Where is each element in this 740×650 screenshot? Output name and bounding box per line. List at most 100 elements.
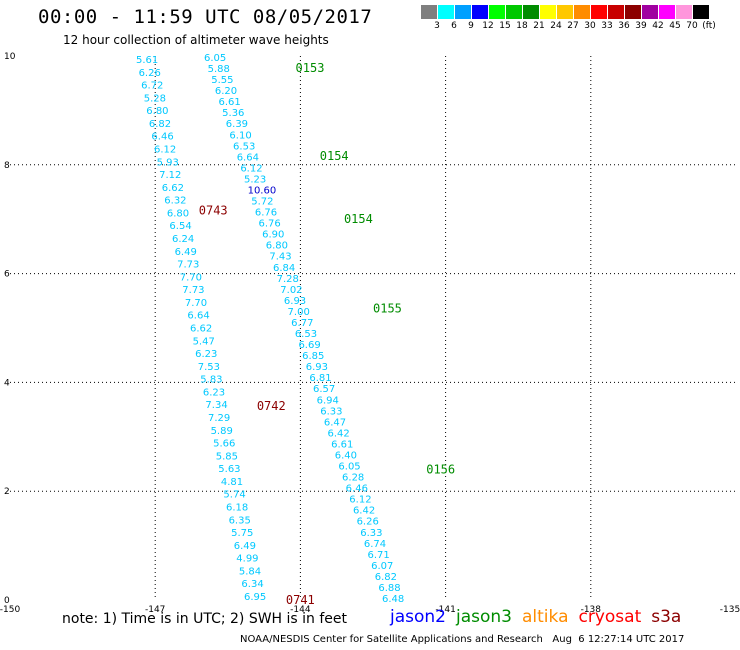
- wave-height-point: 6.61: [331, 439, 353, 450]
- legend-entry-jason2: jason2: [390, 607, 446, 627]
- wave-height-point: 6.93: [284, 296, 306, 307]
- wave-height-point: 5.89: [211, 426, 233, 437]
- y-tick-label: 2: [4, 487, 10, 497]
- time-label: 0742: [257, 399, 286, 413]
- y-tick-label: 6: [4, 270, 10, 280]
- x-tick-label: -150: [0, 605, 20, 615]
- color-scale-label: (ft): [702, 21, 716, 31]
- color-scale-label: 39: [635, 21, 647, 31]
- wave-height-point: 6.81: [309, 373, 331, 384]
- color-scale-label: 33: [601, 21, 613, 31]
- wave-height-point: 6.64: [187, 311, 209, 322]
- color-scale-label: 70: [686, 21, 698, 31]
- wave-height-point: 5.61: [136, 55, 158, 66]
- wave-height-point: 6.20: [215, 86, 237, 97]
- wave-height-point: 6.54: [169, 221, 191, 232]
- legend-entry-altika: altika: [522, 607, 569, 627]
- footnote: note: 1) Time is in UTC; 2) SWH is in fe…: [62, 611, 348, 627]
- wave-height-point: 6.07: [371, 561, 393, 572]
- wave-height-point: 6.24: [172, 234, 194, 245]
- chart-subtitle: 12 hour collection of altimeter wave hei…: [63, 33, 329, 47]
- color-scale-label: 21: [533, 21, 545, 31]
- x-tick-label: -147: [145, 605, 165, 615]
- time-label: 0155: [373, 301, 402, 315]
- x-tick-label: -144: [290, 605, 311, 615]
- wave-height-point: 6.35: [229, 515, 251, 526]
- wave-height-point: 5.75: [231, 528, 253, 539]
- color-scale-label: 27: [567, 21, 579, 31]
- wave-height-point: 5.55: [211, 75, 233, 86]
- color-scale-label: 12: [482, 21, 494, 31]
- wave-height-point: 7.02: [280, 285, 302, 296]
- wave-height-point: 7.28: [277, 274, 299, 285]
- color-scale-label: 30: [584, 21, 596, 31]
- color-swatch: [455, 5, 472, 19]
- wave-height-point: 5.23: [244, 174, 266, 185]
- color-swatch: [489, 5, 506, 19]
- wave-height-point: 5.85: [216, 451, 238, 462]
- wave-height-point: 6.48: [382, 594, 404, 605]
- color-scale-label: 42: [652, 21, 664, 31]
- legend-entry-cryosat: cryosat: [578, 607, 642, 627]
- wave-height-point: 10.60: [248, 185, 277, 196]
- wave-height-point: 5.84: [239, 566, 261, 577]
- wave-height-point: 6.10: [229, 130, 251, 141]
- wave-height-point: 6.71: [367, 550, 389, 561]
- wave-height-point: 5.63: [218, 464, 240, 475]
- wave-height-point: 7.53: [198, 362, 220, 373]
- color-scale-label: 3: [434, 21, 440, 31]
- color-swatch: [659, 5, 676, 19]
- wave-height-point: 6.76: [255, 208, 277, 219]
- legend-entry-jason3: jason3: [456, 607, 512, 627]
- time-label: 0743: [199, 203, 228, 217]
- color-swatch: [642, 5, 659, 19]
- satellite-legend: jason2 jason3 altika cryosat s3a: [390, 607, 691, 627]
- wave-height-point: 6.69: [298, 340, 320, 351]
- wave-height-point: 6.84: [273, 263, 295, 274]
- color-scale-label: 18: [516, 21, 528, 31]
- wave-height-point: 6.94: [317, 395, 339, 406]
- wave-height-point: 5.47: [193, 336, 215, 347]
- wave-height-point: 6.23: [195, 349, 217, 360]
- wave-height-point: 6.12: [349, 495, 371, 506]
- color-swatch: [608, 5, 625, 19]
- color-swatch: [591, 5, 608, 19]
- wave-height-point: 6.80: [167, 208, 189, 219]
- color-scale-label: 9: [468, 21, 474, 31]
- color-scale-label: 15: [499, 21, 511, 31]
- color-swatch: [625, 5, 642, 19]
- wave-height-point: 5.83: [200, 375, 222, 386]
- wave-height-point: 6.82: [149, 119, 171, 130]
- wave-height-point: 5.72: [251, 197, 273, 208]
- color-swatch: [574, 5, 591, 19]
- wave-height-point: 6.42: [353, 506, 375, 517]
- color-scale-label: 6: [451, 21, 457, 31]
- wave-height-point: 7.12: [159, 170, 181, 181]
- wave-height-point: 6.46: [151, 132, 173, 143]
- wave-height-point: 7.70: [185, 298, 207, 309]
- x-tick-label: -135: [720, 605, 740, 615]
- wave-height-point: 5.74: [223, 490, 245, 501]
- wave-height-point: 7.70: [180, 272, 202, 283]
- wave-height-point: 6.53: [295, 329, 317, 340]
- y-tick-label: 10: [4, 52, 16, 62]
- wave-height-point: 6.72: [141, 81, 163, 92]
- wave-height-point: 6.18: [226, 503, 248, 514]
- wave-height-point: 6.57: [313, 384, 335, 395]
- wave-height-point: 6.33: [320, 406, 342, 417]
- color-swatch: [472, 5, 489, 19]
- wave-height-point: 6.62: [190, 324, 212, 335]
- wave-height-point: 7.73: [182, 285, 204, 296]
- wave-height-point: 6.05: [204, 53, 226, 64]
- wave-height-point: 6.88: [378, 583, 400, 594]
- wave-height-point: 6.39: [226, 119, 248, 130]
- wave-height-point: 7.43: [269, 252, 291, 263]
- wave-height-point: 6.64: [237, 152, 259, 163]
- wave-height-point: 6.26: [357, 517, 379, 528]
- legend-entry-s3a: s3a: [651, 607, 682, 627]
- x-tick-label: -138: [581, 605, 602, 615]
- y-tick-label: 4: [4, 378, 10, 388]
- wave-height-point: 6.47: [324, 417, 346, 428]
- wave-height-point: 6.62: [162, 183, 184, 194]
- color-scale-label: 36: [618, 21, 630, 31]
